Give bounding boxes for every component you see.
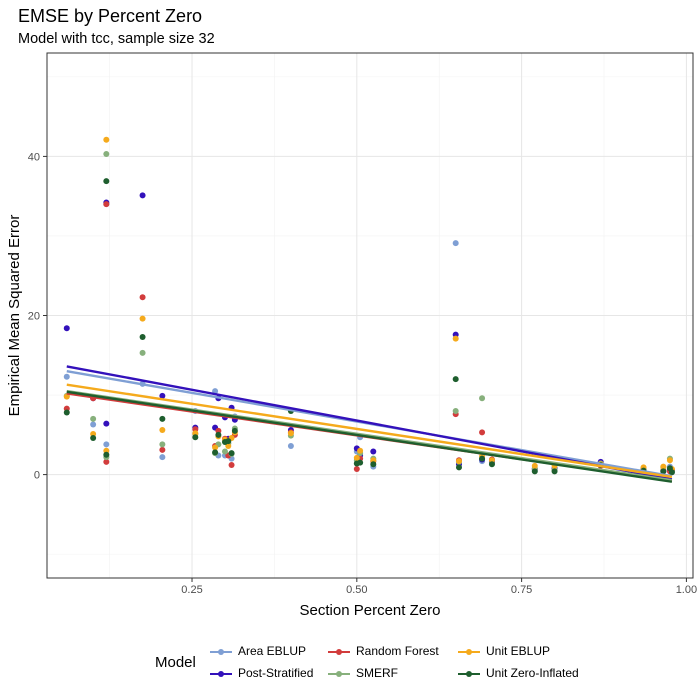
legend-label: Unit EBLUP <box>486 644 551 658</box>
data-point-post-stratified-4 <box>139 192 146 199</box>
data-point-smerf-4 <box>139 349 146 356</box>
legend-key <box>210 669 232 679</box>
data-point-unit-zero-inflated-20 <box>488 461 495 468</box>
x-tick-label: 0.25 <box>181 584 202 596</box>
legend-label: Unit Zero-Inflated <box>486 666 579 680</box>
legend-item-area-eblup: Area EBLUP <box>210 644 306 658</box>
data-point-unit-zero-inflated-1 <box>90 435 97 441</box>
data-point-unit-zero-inflated-17 <box>452 376 459 383</box>
x-tick-label: 1.00 <box>676 584 697 596</box>
data-point-random-forest-11 <box>228 462 235 469</box>
data-point-unit-zero-inflated-3 <box>103 178 110 185</box>
legend-label: Area EBLUP <box>238 644 307 658</box>
data-point-area-eblup-7 <box>212 388 219 395</box>
legend-item-smerf: SMERF <box>328 666 398 680</box>
data-point-area-eblup-5 <box>159 454 166 461</box>
data-point-unit-zero-inflated-22 <box>551 468 558 475</box>
data-point-unit-zero-inflated-12 <box>231 427 238 434</box>
y-tick-label: 40 <box>28 151 40 163</box>
data-point-random-forest-14 <box>353 466 360 473</box>
data-point-smerf-1 <box>90 415 97 422</box>
data-point-random-forest-5 <box>159 446 166 453</box>
data-point-unit-eblup-10 <box>225 442 232 449</box>
data-point-unit-zero-inflated-25 <box>660 468 667 475</box>
data-point-unit-eblup-17 <box>452 335 459 342</box>
data-point-unit-zero-inflated-18 <box>455 464 462 471</box>
data-point-unit-eblup-13 <box>287 430 294 437</box>
data-point-unit-zero-inflated-7 <box>212 449 219 456</box>
data-point-random-forest-19 <box>479 429 486 436</box>
legend-title: Model <box>155 654 196 671</box>
data-point-random-forest-3 <box>103 201 110 208</box>
data-point-unit-eblup-15 <box>357 447 364 454</box>
data-point-unit-zero-inflated-16 <box>370 461 377 468</box>
data-point-unit-eblup-0 <box>63 393 70 400</box>
data-point-unit-eblup-7 <box>212 444 219 451</box>
data-point-unit-eblup-14 <box>353 454 360 461</box>
legend-key <box>458 647 480 657</box>
data-point-unit-zero-inflated-2 <box>103 451 110 458</box>
data-point-unit-eblup-18 <box>455 458 462 465</box>
data-point-unit-eblup-3 <box>103 136 110 143</box>
data-point-post-stratified-2 <box>103 420 110 427</box>
legend-label: Post-Stratified <box>238 666 314 680</box>
data-point-post-stratified-0 <box>63 325 70 332</box>
data-point-unit-zero-inflated-10 <box>225 438 232 445</box>
data-point-unit-zero-inflated-11 <box>228 450 235 457</box>
legend: Model Area EBLUP Post-Stratified Random Fo… <box>155 640 655 686</box>
legend-item-random-forest: Random Forest <box>328 644 439 658</box>
data-point-unit-zero-inflated-5 <box>159 415 166 422</box>
fit-line-unit-eblup <box>66 383 673 479</box>
legend-key <box>458 669 480 679</box>
y-tick-label: 0 <box>34 470 40 482</box>
data-point-area-eblup-1 <box>90 421 97 428</box>
data-point-post-stratified-16 <box>370 448 377 455</box>
y-tick-label: 20 <box>28 311 40 323</box>
data-point-area-eblup-13 <box>287 442 294 449</box>
legend-label: Random Forest <box>356 644 439 658</box>
data-point-unit-eblup-21 <box>531 462 538 469</box>
legend-label: SMERF <box>356 666 398 680</box>
data-point-unit-zero-inflated-15 <box>357 459 364 466</box>
data-point-unit-eblup-26 <box>666 457 673 464</box>
data-point-unit-zero-inflated-6 <box>192 434 199 441</box>
data-point-area-eblup-2 <box>103 441 110 448</box>
legend-key <box>328 669 350 679</box>
chart-subtitle: Model with tcc, sample size 32 <box>18 31 215 47</box>
x-tick-label: 0.50 <box>346 584 367 596</box>
data-point-post-stratified-5 <box>159 392 166 399</box>
legend-item-unit-eblup: Unit EBLUP <box>458 644 550 658</box>
data-point-unit-zero-inflated-21 <box>531 468 538 475</box>
fit-line-unit-zero-inflated <box>66 390 673 483</box>
data-point-area-eblup-17 <box>452 240 459 247</box>
data-point-unit-zero-inflated-4 <box>139 333 146 340</box>
data-point-smerf-19 <box>479 395 486 402</box>
data-point-smerf-3 <box>103 151 110 158</box>
legend-key <box>328 647 350 657</box>
data-point-random-forest-4 <box>139 294 146 301</box>
chart-title: EMSE by Percent Zero <box>18 6 203 26</box>
data-point-smerf-17 <box>452 407 459 414</box>
legend-item-post-stratified: Post-Stratified <box>210 666 313 680</box>
data-point-unit-eblup-4 <box>139 315 146 322</box>
data-point-unit-zero-inflated-27 <box>668 469 675 476</box>
y-axis-title: Empirical Mean Squared Error <box>6 215 23 417</box>
legend-key <box>210 647 232 657</box>
data-point-area-eblup-0 <box>63 373 70 380</box>
data-point-smerf-9 <box>221 448 228 455</box>
data-point-unit-zero-inflated-19 <box>479 455 486 462</box>
data-point-unit-zero-inflated-0 <box>63 409 70 416</box>
x-tick-label: 0.75 <box>511 584 532 596</box>
data-point-unit-zero-inflated-8 <box>215 431 222 438</box>
data-point-unit-eblup-5 <box>159 427 166 434</box>
legend-item-unit-zero-inflated: Unit Zero-Inflated <box>458 666 579 680</box>
data-point-random-forest-2 <box>103 458 110 465</box>
data-point-unit-eblup-25 <box>660 463 667 470</box>
data-point-smerf-5 <box>159 441 166 448</box>
x-axis-title: Section Percent Zero <box>300 602 441 619</box>
